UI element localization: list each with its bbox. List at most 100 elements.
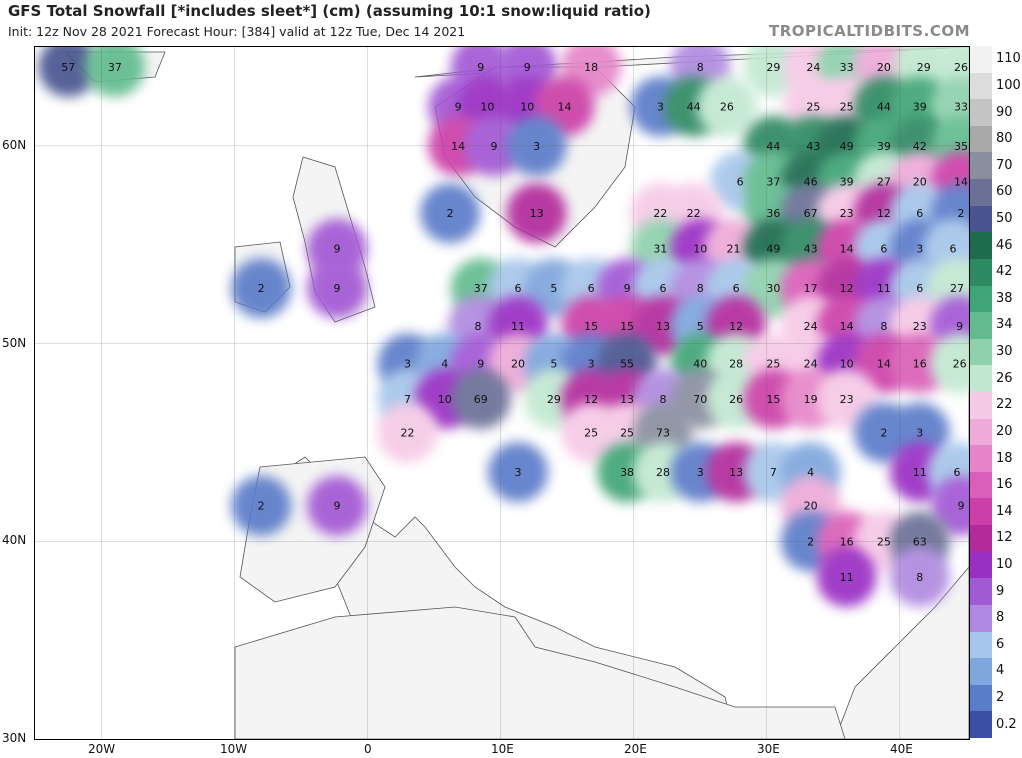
snowfall-value-label: 6 [880,243,887,256]
snowfall-value-label: 5 [550,282,557,295]
legend-swatch [970,205,992,233]
snowfall-value-label: 35 [954,140,968,153]
lon-label-10e: 10E [491,742,514,756]
snowfall-value-label: 8 [880,320,887,333]
snowfall-value-label: 18 [584,61,598,74]
snowfall-value-label: 25 [877,535,891,548]
legend-label: 6 [996,636,1005,652]
snowfall-value-label: 6 [916,282,923,295]
snowfall-value-label: 67 [804,207,818,220]
legend-label: 30 [996,344,1013,360]
legend-label: 38 [996,290,1013,306]
legend-label: 26 [996,370,1013,386]
snowfall-value-label: 25 [766,357,780,370]
snowfall-value-label: 28 [729,357,743,370]
legend-swatch [970,152,992,180]
snowfall-value-label: 3 [916,243,923,256]
legend-label: 100 [996,77,1021,93]
legend-swatch [970,125,992,153]
snowfall-value-label: 20 [511,357,525,370]
snowfall-value-label: 14 [877,357,891,370]
snowfall-value-label: 37 [766,175,780,188]
lon-label-10w: 10W [220,742,248,756]
snowfall-value-label: 2 [807,535,814,548]
snowfall-map: 57 37 9 9 18 8 29 24 33 20 29 26 9 10 10 14 3 44 26 25 25 44 3… [34,46,970,740]
snowfall-blob [38,47,99,97]
snowfall-value-label: 14 [558,100,572,113]
snowfall-value-label: 5 [697,320,704,333]
legend-label: 18 [996,450,1013,466]
snowfall-value-label: 3 [657,100,664,113]
snowfall-value-label: 11 [840,571,854,584]
snowfall-value-label: 29 [766,61,780,74]
snowfall-value-label: 49 [766,243,780,256]
brand-watermark: TROPICALTIDBITS.COM [769,22,970,40]
snowfall-field [38,47,969,607]
legend-swatch [970,99,992,127]
snowfall-value-label: 9 [334,500,341,513]
snowfall-value-label: 9 [956,320,963,333]
snowfall-blob [816,546,877,607]
snowfall-value-label: 12 [840,282,854,295]
snowfall-blob [889,546,950,607]
snowfall-value-label: 13 [530,207,544,220]
snowfall-value-label: 49 [840,140,854,153]
snowfall-value-label: 2 [447,207,454,220]
snowfall-value-label: 42 [913,140,927,153]
snowfall-value-label: 15 [766,393,780,406]
snowfall-value-label: 31 [653,243,667,256]
snowfall-value-label: 30 [766,282,780,295]
snowfall-value-label: 4 [441,357,448,370]
snowfall-value-label: 8 [697,61,704,74]
snowfall-value-label: 26 [720,100,734,113]
lat-label-40n: 40N [2,533,27,547]
snowfall-value-label: 12 [877,207,891,220]
legend-label: 80 [996,131,1013,147]
snowfall-value-label: 44 [687,100,701,113]
snowfall-value-label: 10 [840,357,854,370]
graticule [35,47,969,739]
snowfall-value-label: 26 [729,393,743,406]
snowfall-value-label: 37 [108,61,122,74]
legend-swatch [970,179,992,207]
snowfall-blob [231,475,292,536]
legend-label: 70 [996,157,1013,173]
snowfall-value-label: 9 [524,61,531,74]
snowfall-value-label: 33 [954,100,968,113]
snowfall-value-label: 46 [804,175,818,188]
snowfall-value-label: 70 [693,393,707,406]
snowfall-blob [307,475,368,536]
lon-label-30e: 30E [757,742,780,756]
legend-label: 20 [996,423,1013,439]
snowfall-value-label: 25 [584,427,598,440]
lon-label-20e: 20E [624,742,647,756]
snowfall-value-label: 3 [533,140,540,153]
legend-label: 9 [996,583,1005,599]
lon-label-0: 0 [364,742,372,756]
lat-label-50n: 50N [2,336,27,350]
legend-swatch [970,498,992,526]
legend-label: 2 [996,690,1005,706]
snowfall-value-label: 38 [620,466,634,479]
snowfall-value-label: 14 [840,320,854,333]
snowfall-value-label: 9 [334,282,341,295]
snowfall-value-label: 9 [477,61,484,74]
snowfall-value-label: 21 [727,243,741,256]
legend-swatch [970,525,992,553]
snowfall-value-label: 9 [958,500,965,513]
snowfall-value-label: 26 [954,61,968,74]
lat-label-30n: 30N [2,731,27,745]
snowfall-value-label: 57 [61,61,75,74]
snowfall-value-label: 9 [334,243,341,256]
legend-label: 4 [996,663,1005,679]
legend-swatch [970,418,992,446]
legend-swatch [970,46,992,74]
snowfall-blob [420,183,481,244]
snowfall-value-label: 28 [656,466,670,479]
snowfall-value-label: 3 [404,357,411,370]
lon-label-40e: 40E [890,742,913,756]
snowfall-value-label: 12 [729,320,743,333]
snowfall-value-label: 11 [913,466,927,479]
snowfall-value-label: 6 [916,207,923,220]
snowfall-value-label: 6 [950,243,957,256]
